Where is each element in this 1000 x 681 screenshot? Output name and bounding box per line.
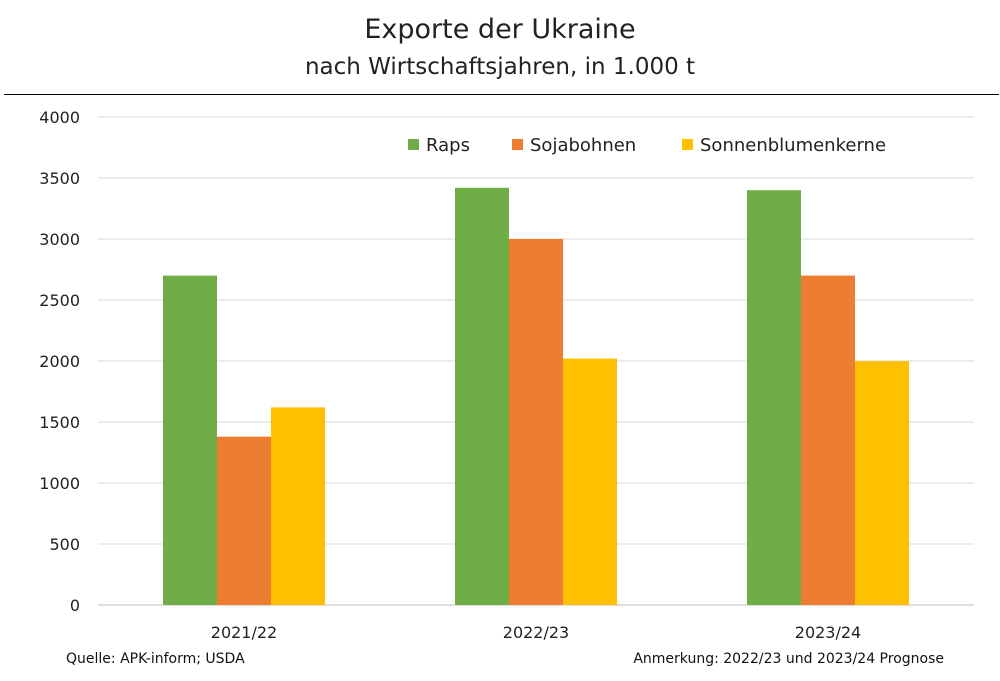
source-note: Quelle: APK-inform; USDA [66, 651, 245, 667]
forecast-note: Anmerkung: 2022/23 und 2023/24 Prognose [633, 651, 944, 667]
y-tick-label: 1000 [39, 474, 80, 493]
bar [801, 275, 855, 605]
bar [855, 361, 909, 605]
bar [217, 436, 271, 605]
legend-label: Raps [426, 135, 470, 156]
y-tick-label: 500 [49, 535, 80, 554]
chart-subtitle: nach Wirtschaftsjahren, in 1.000 t [304, 54, 696, 80]
legend-swatch [682, 139, 693, 150]
bar [563, 358, 617, 605]
bar [509, 239, 563, 605]
y-tick-label: 2000 [39, 352, 80, 371]
legend-label: Sojabohnen [530, 135, 636, 156]
bar [163, 275, 217, 605]
x-tick-label: 2021/22 [211, 623, 277, 642]
bar [271, 407, 325, 605]
legend-swatch [512, 139, 523, 150]
y-tick-label: 0 [70, 596, 80, 615]
bar [747, 190, 801, 605]
x-tick-label: 2023/24 [795, 623, 861, 642]
bar [455, 187, 509, 605]
y-tick-label: 3500 [39, 169, 80, 188]
y-tick-label: 3000 [39, 230, 80, 249]
y-tick-label: 4000 [39, 108, 80, 127]
legend-swatch [408, 139, 419, 150]
y-tick-label: 2500 [39, 291, 80, 310]
chart-title: Exporte der Ukraine [364, 14, 636, 45]
y-tick-label: 1500 [39, 413, 80, 432]
legend-label: Sonnenblumenkerne [700, 135, 886, 156]
title-divider [4, 94, 999, 95]
x-tick-label: 2022/23 [503, 623, 569, 642]
